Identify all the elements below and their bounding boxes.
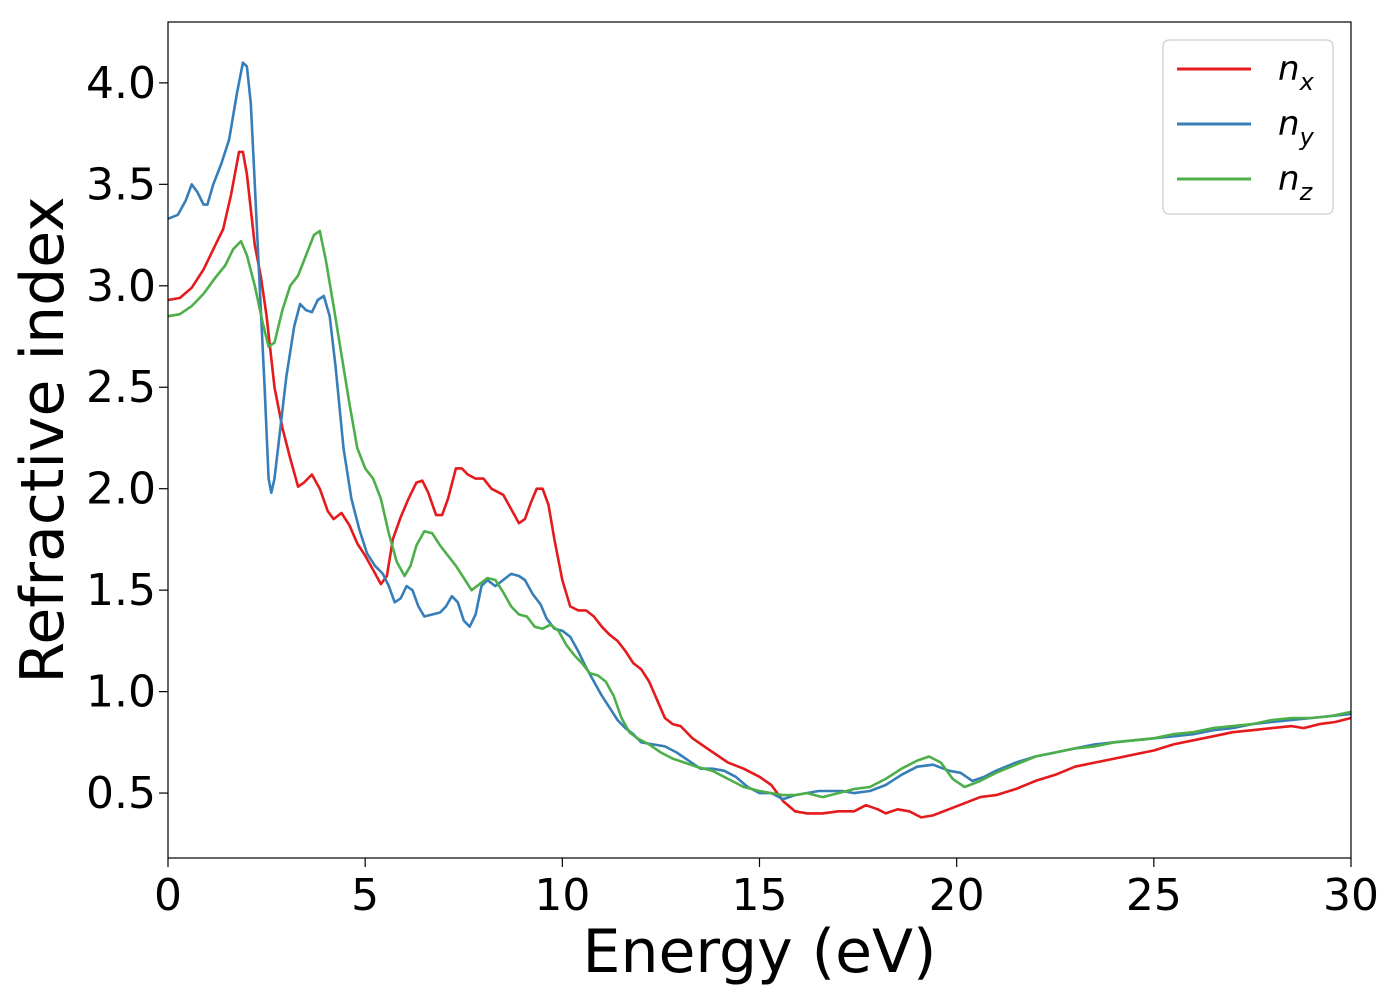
x-tick-label: 0 — [154, 870, 182, 921]
legend-label-n-z: nz — [1278, 159, 1314, 206]
legend-label-n-y: ny — [1278, 104, 1315, 151]
legend-label-subscript: x — [1299, 68, 1315, 96]
x-tick-label: 25 — [1126, 870, 1182, 921]
y-axis-label: Refractive index — [8, 196, 78, 683]
y-tick-label: 3.5 — [86, 159, 156, 210]
series-line-n-z — [167, 229, 1352, 799]
y-axis-ticks: 0.5 1.0 1.5 2.0 2.5 3.0 3.5 4.0 — [86, 58, 168, 819]
x-tick-label: 30 — [1323, 870, 1379, 921]
legend-label-base: n — [1278, 49, 1300, 89]
x-axis-label: Energy (eV) — [583, 917, 937, 987]
legend-label-subscript: z — [1299, 178, 1314, 206]
y-tick-label: 2.0 — [86, 464, 156, 515]
series-line-n-x — [167, 150, 1352, 819]
legend-label-base: n — [1278, 104, 1300, 144]
y-tick-label: 1.5 — [86, 565, 156, 616]
y-tick-label: 0.5 — [86, 768, 156, 819]
x-tick-label: 5 — [351, 870, 379, 921]
x-tick-label: 10 — [534, 870, 590, 921]
x-tick-label: 20 — [929, 870, 985, 921]
legend-label-n-x: nx — [1278, 49, 1315, 96]
legend-label-base: n — [1278, 159, 1300, 199]
legend-label-subscript: y — [1299, 123, 1315, 151]
x-tick-label: 15 — [732, 870, 788, 921]
series-line-n-y — [167, 61, 1352, 801]
y-tick-label: 2.5 — [86, 362, 156, 413]
y-tick-label: 3.0 — [86, 261, 156, 312]
series-layer — [167, 61, 1352, 819]
legend-box — [1162, 39, 1334, 215]
plot-background — [168, 22, 1351, 858]
x-axis-ticks: 0 5 10 15 20 25 30 — [154, 858, 1379, 921]
y-tick-label: 4.0 — [86, 58, 156, 109]
y-tick-label: 1.0 — [86, 667, 156, 718]
